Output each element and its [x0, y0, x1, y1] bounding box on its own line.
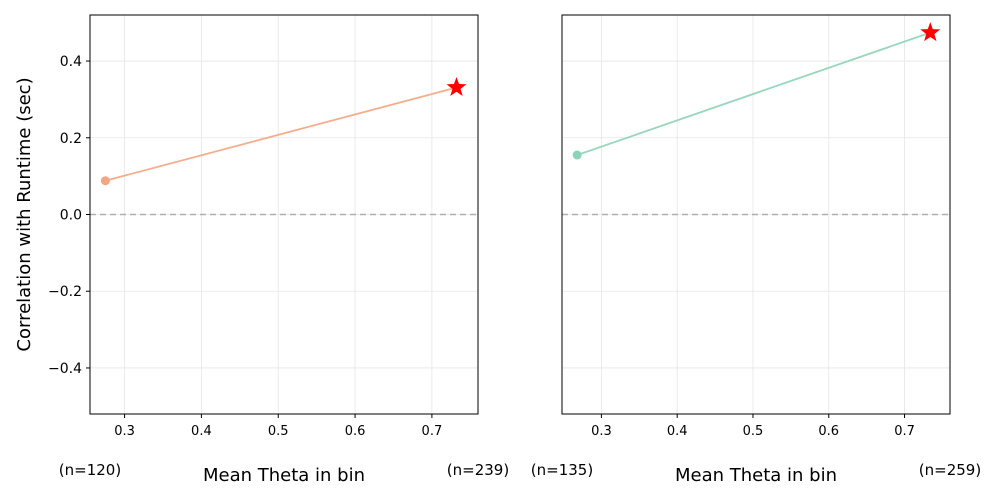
left-bin-count-high: (n=239): [447, 461, 509, 479]
right-axes-frame: [561, 14, 951, 415]
x-tick-label: 0.4: [191, 424, 212, 439]
left-data-point-star: [446, 77, 467, 97]
x-tick-label: 0.5: [743, 424, 764, 439]
x-tick-label: 0.7: [422, 424, 443, 439]
left-series-line: [105, 86, 457, 182]
y-tick-label: −0.2: [48, 284, 82, 300]
right-bin-count-high: (n=259): [919, 461, 981, 479]
x-tick-label: 0.5: [268, 424, 289, 439]
y-tick-label: 0.2: [60, 131, 82, 147]
x-tick-label: 0.7: [894, 424, 915, 439]
left-x-axis-label: Mean Theta in bin: [203, 465, 365, 486]
y-tick-label: 0.4: [60, 54, 82, 70]
left-x-ticks: 0.3 0.4 0.5 0.6 0.7: [114, 414, 442, 439]
left-bin-count-low: (n=120): [59, 461, 121, 479]
y-tick-label: 0.0: [60, 208, 82, 224]
x-tick-label: 0.3: [591, 424, 612, 439]
x-tick-label: 0.6: [345, 424, 366, 439]
x-tick-label: 0.4: [667, 424, 688, 439]
y-tick-label: −0.4: [48, 361, 82, 377]
left-y-ticks: −0.4 −0.2 0.0 0.2 0.4: [48, 54, 90, 377]
right-data-point-star: [920, 22, 941, 42]
right-panel: 0.3 0.4 0.5 0.6 0.7 Mean Theta in bin (n=135…: [531, 14, 981, 486]
right-x-ticks: 0.3 0.4 0.5 0.6 0.7: [591, 414, 915, 439]
left-y-axis-label: Correlation with Runtime (sec): [14, 77, 35, 351]
x-tick-label: 0.6: [818, 424, 839, 439]
x-tick-label: 0.3: [114, 424, 135, 439]
right-x-axis-label: Mean Theta in bin: [675, 465, 837, 486]
right-data-point-start: [572, 150, 582, 160]
left-data-point-start: [100, 176, 110, 186]
right-series-line: [576, 31, 931, 156]
right-bin-count-low: (n=135): [531, 461, 593, 479]
left-panel: 0.3 0.4 0.5 0.6 0.7 −0.4 −0.2 0.0 0.2 0.4 Mean T…: [14, 14, 509, 486]
